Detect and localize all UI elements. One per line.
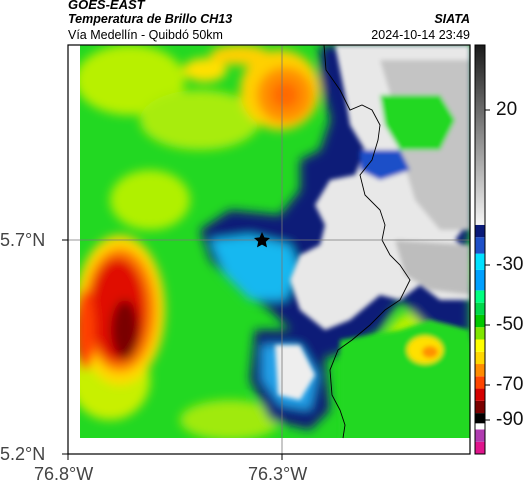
colorbar-tick-minus30: -30: [496, 254, 524, 275]
colorbar-segment: [475, 290, 485, 303]
colorbar-tick-minus50: -50: [496, 314, 524, 335]
timestamp-label: 2024-10-14 23:49: [371, 28, 470, 42]
colorbar-segment: [475, 302, 485, 315]
colorbar-segment: [475, 388, 485, 401]
x-tick-76-8: 76.8°W: [34, 464, 94, 484]
y-tick-5-7: 5.7°N: [0, 230, 46, 250]
star-marker: [254, 232, 270, 248]
colorbar-tick-20: 20: [496, 99, 518, 120]
colorbar-tick-minus70: -70: [496, 374, 524, 395]
colorbar-segment: [475, 429, 485, 442]
colorbar-segment: [475, 441, 485, 454]
colorbar-segment: [475, 351, 485, 365]
colorbar-segment: [475, 269, 485, 291]
colorbar-segment: [475, 364, 485, 377]
colorbar-segment: [475, 339, 485, 352]
colorbar-grey-range: [475, 45, 485, 225]
product-title: Temperatura de Brillo CH13: [68, 12, 233, 26]
colorbar-segment: [475, 253, 485, 270]
region-label: Vía Medellín - Quibdó 50km: [68, 28, 223, 42]
colorbar-segment: [475, 327, 485, 340]
colorbar-segment: [475, 400, 485, 414]
colorbar-segment: [475, 314, 485, 328]
x-tick-76-3: 76.3°W: [248, 464, 308, 484]
map-frame: [67, 44, 471, 455]
colorbar: [475, 45, 485, 454]
colorbar-tick-minus90: -90: [496, 409, 524, 430]
colorbar-segment: [475, 376, 485, 389]
border-line: [323, 45, 411, 439]
colorbar-segment: [475, 413, 485, 424]
org-label: SIATA: [434, 12, 470, 26]
colorbar-segment: [475, 423, 485, 430]
colorbar-segment: [475, 237, 485, 254]
y-tick-5-2: 5.2°N: [0, 444, 46, 464]
colorbar-segment: [475, 224, 485, 238]
satellite-label: GOES-EAST: [68, 0, 145, 12]
